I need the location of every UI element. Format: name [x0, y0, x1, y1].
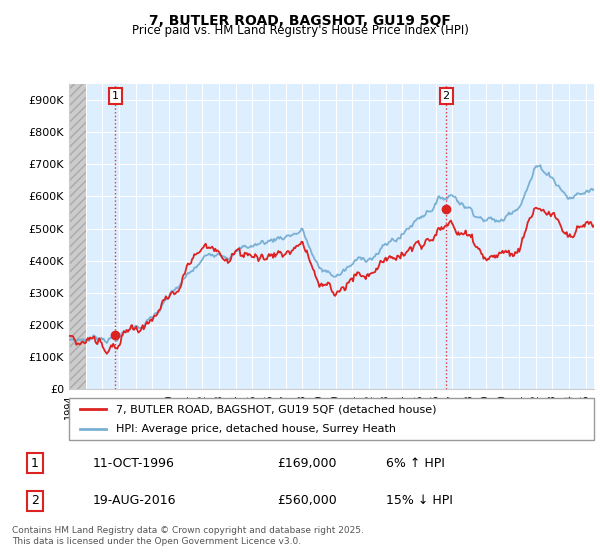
Text: £169,000: £169,000 [277, 456, 337, 470]
Text: 7, BUTLER ROAD, BAGSHOT, GU19 5QF: 7, BUTLER ROAD, BAGSHOT, GU19 5QF [149, 14, 451, 28]
Text: 2: 2 [31, 494, 39, 507]
Text: 19-AUG-2016: 19-AUG-2016 [92, 494, 176, 507]
Text: HPI: Average price, detached house, Surrey Heath: HPI: Average price, detached house, Surr… [116, 424, 396, 434]
Text: £560,000: £560,000 [277, 494, 337, 507]
FancyBboxPatch shape [69, 398, 594, 440]
Text: Contains HM Land Registry data © Crown copyright and database right 2025.
This d: Contains HM Land Registry data © Crown c… [12, 526, 364, 546]
Text: 11-OCT-1996: 11-OCT-1996 [92, 456, 175, 470]
Text: 6% ↑ HPI: 6% ↑ HPI [386, 456, 445, 470]
Text: Price paid vs. HM Land Registry's House Price Index (HPI): Price paid vs. HM Land Registry's House … [131, 24, 469, 37]
Text: 1: 1 [112, 91, 119, 101]
Text: 7, BUTLER ROAD, BAGSHOT, GU19 5QF (detached house): 7, BUTLER ROAD, BAGSHOT, GU19 5QF (detac… [116, 404, 437, 414]
Text: 1: 1 [31, 456, 39, 470]
Text: 15% ↓ HPI: 15% ↓ HPI [386, 494, 453, 507]
Text: 2: 2 [443, 91, 450, 101]
